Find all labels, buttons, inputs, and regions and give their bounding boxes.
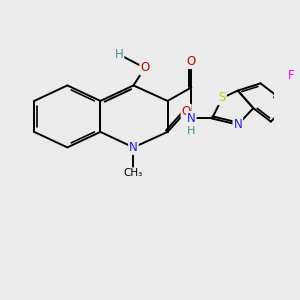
Text: S: S [219, 91, 226, 104]
Text: H: H [115, 48, 123, 61]
Text: N: N [187, 112, 196, 125]
Text: O: O [182, 105, 191, 118]
Text: CH₃: CH₃ [124, 168, 143, 178]
Text: N: N [233, 118, 242, 131]
Text: O: O [187, 55, 196, 68]
Text: O: O [140, 61, 149, 74]
Text: H: H [187, 126, 196, 136]
Text: F: F [288, 69, 295, 82]
Text: N: N [129, 141, 138, 154]
